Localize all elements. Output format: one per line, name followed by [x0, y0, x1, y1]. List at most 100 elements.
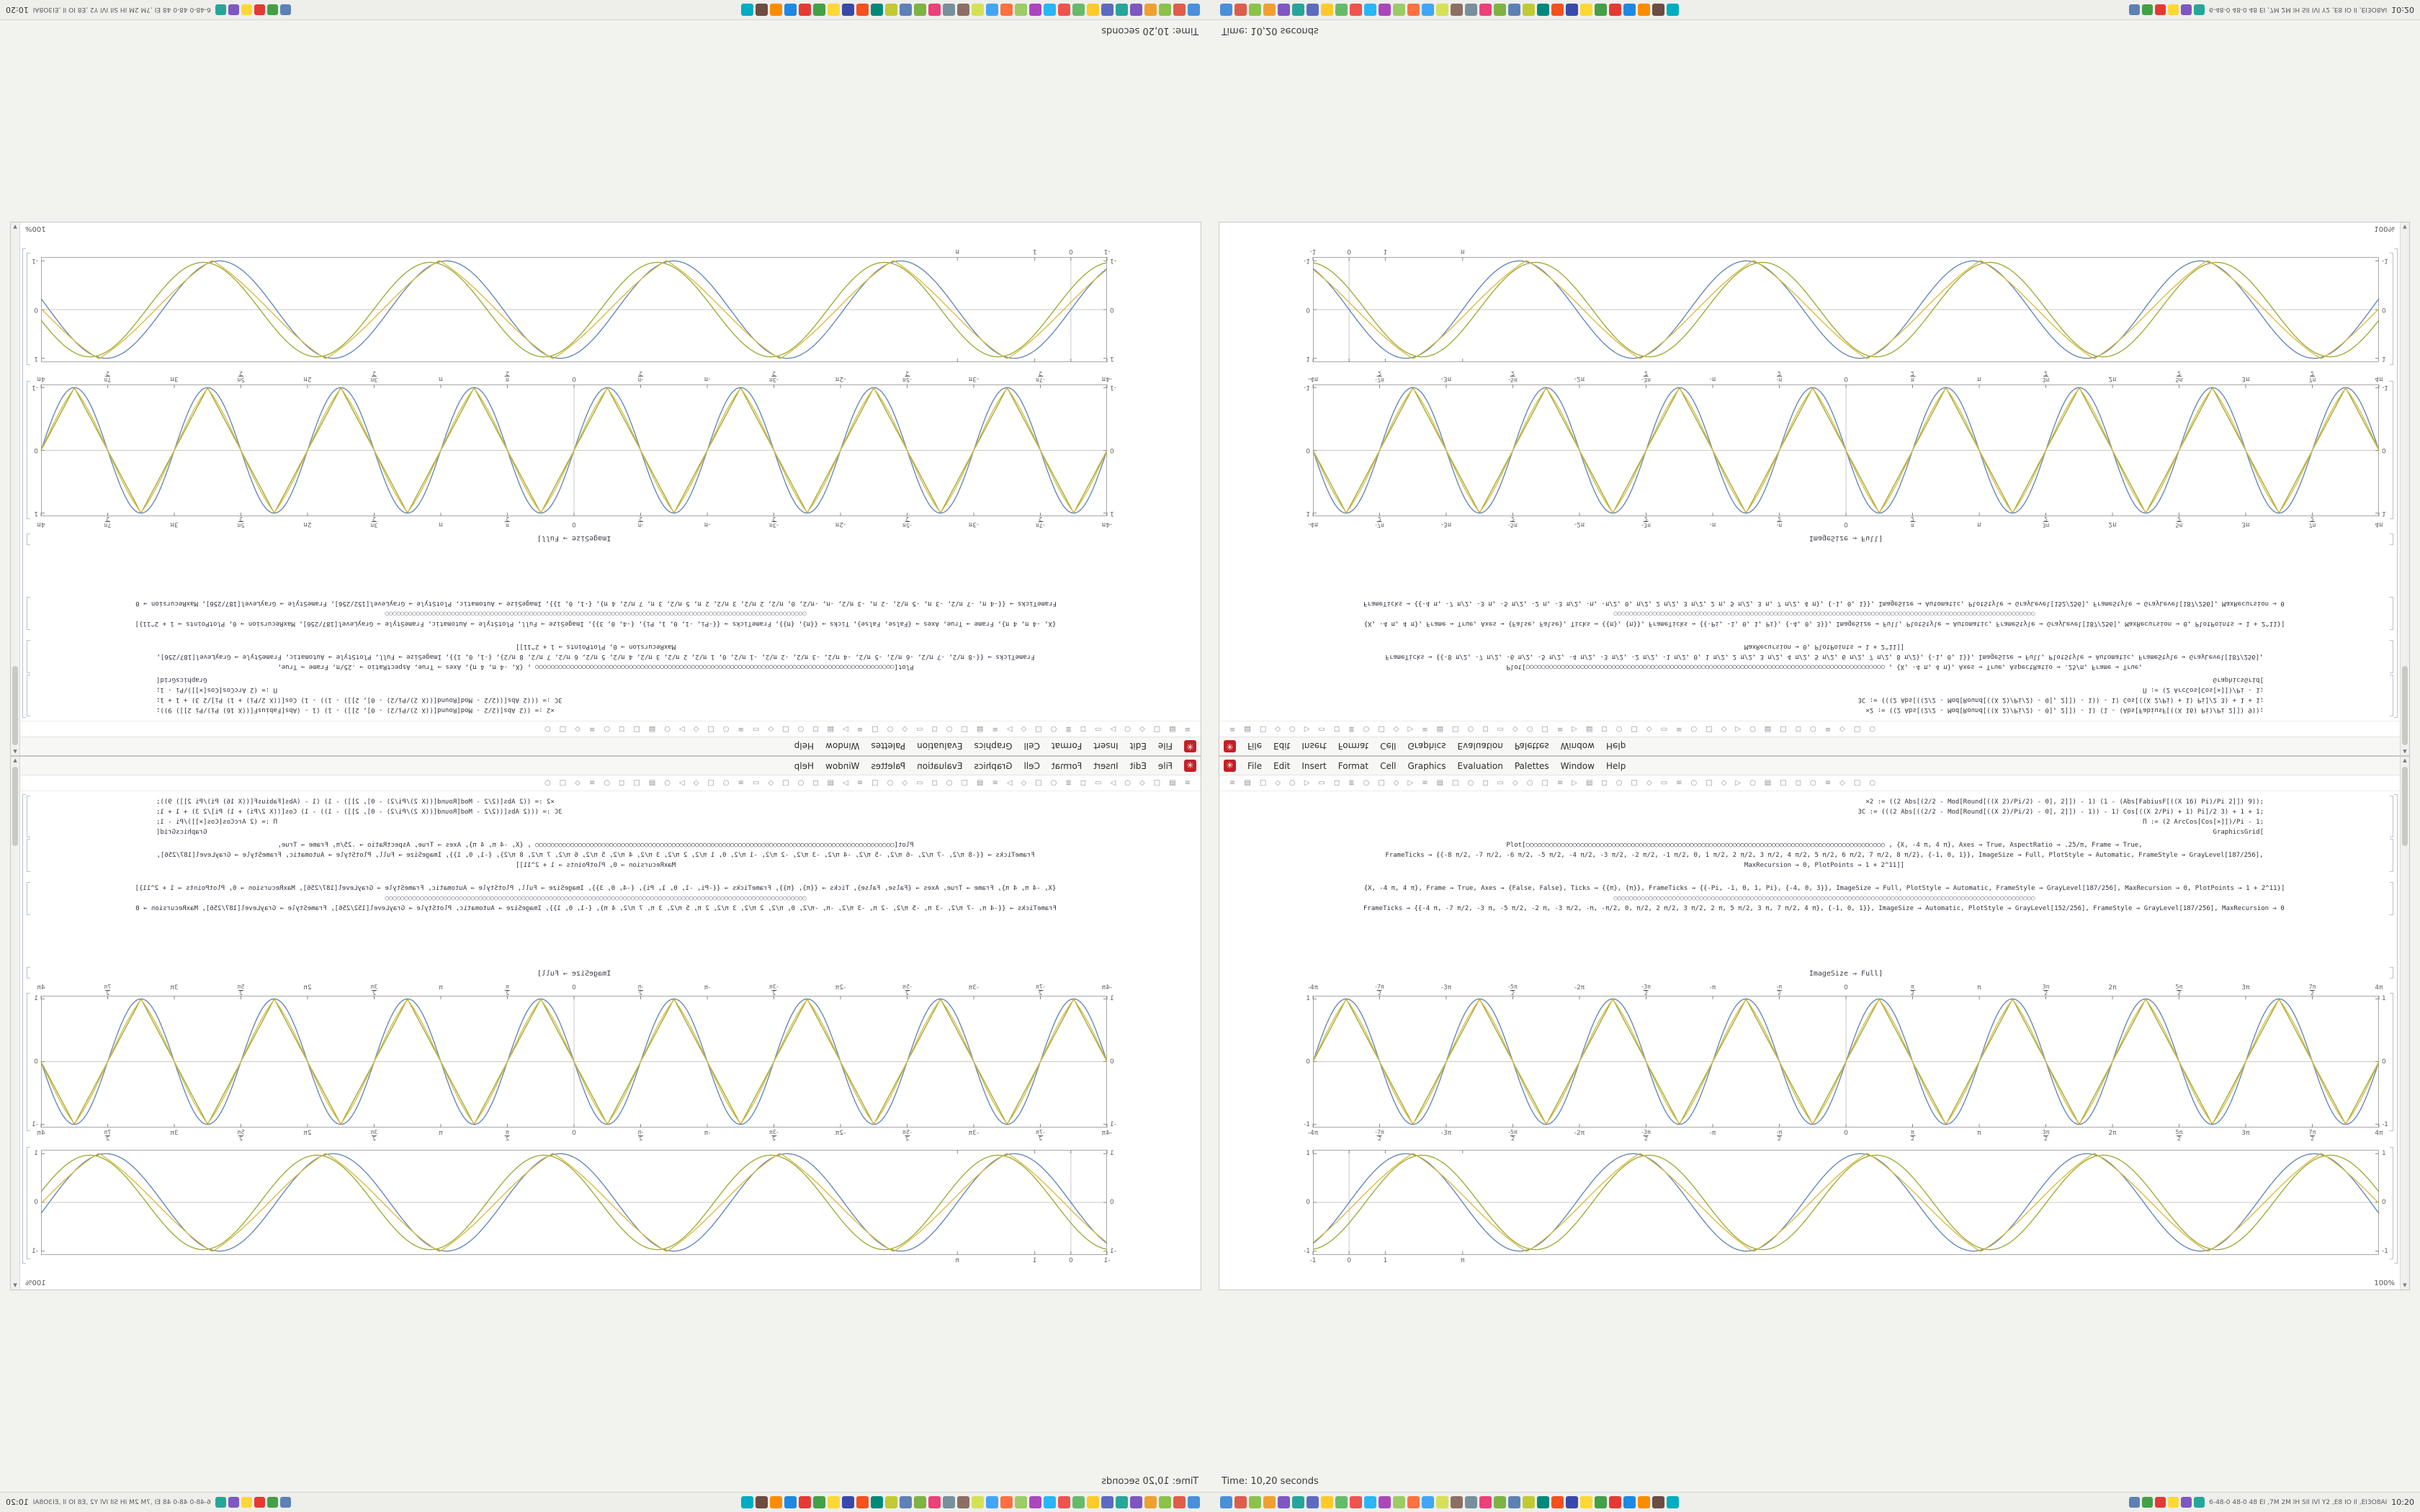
tray-icon-1[interactable] [266, 4, 278, 15]
toolbar-button-icon-29[interactable]: ▭ [752, 778, 760, 787]
toolbar-button-icon-34[interactable]: ▷ [678, 778, 685, 787]
taskbar-app-icon-7[interactable] [1087, 1496, 1099, 1508]
cell-bracket-plot-a[interactable] [27, 381, 30, 519]
toolbar-button-icon-15[interactable]: □ [961, 725, 968, 734]
tray-icon-2[interactable] [254, 1497, 265, 1508]
taskbar-app-icon-3[interactable] [1144, 4, 1157, 16]
scrollbar-thumb[interactable] [12, 767, 18, 846]
taskbar-app-icon-19[interactable] [1494, 1496, 1506, 1508]
cell-bracket-code3[interactable] [2390, 882, 2393, 915]
toolbar-button-icon-23[interactable]: ▷ [1572, 725, 1577, 734]
taskbar-app-icon-9[interactable] [1350, 1496, 1362, 1508]
toolbar-button-icon-34[interactable]: ▷ [678, 725, 685, 734]
toolbar-button-icon-30[interactable]: ≡ [1676, 725, 1682, 734]
tray-icon-5[interactable] [215, 4, 226, 15]
tray-icon-1[interactable] [266, 1497, 278, 1508]
toolbar-button-icon-19[interactable]: ◇ [902, 778, 908, 787]
toolbar-button-icon-12[interactable]: ▷ [1006, 725, 1013, 734]
toolbar-button-icon-38[interactable]: ◻ [1795, 725, 1802, 734]
vertical-scrollbar[interactable]: ▲ ▼ [2400, 222, 2409, 755]
toolbar-button-icon-6[interactable]: ▭ [1095, 778, 1102, 787]
toolbar-button-icon-21[interactable]: □ [871, 778, 879, 787]
taskbar-app-icon-30[interactable] [756, 4, 768, 16]
toolbar-button-icon-14[interactable]: ▤ [976, 778, 984, 787]
toolbar-button-icon-37[interactable]: □ [1780, 778, 1787, 787]
toolbar-button-icon-9[interactable]: ○ [1363, 725, 1370, 734]
code-cell-plot-2[interactable]: {X, -4 π, 4 π}, Frame → True, Axes → {Fa… [1363, 883, 2285, 914]
zoom-level-badge[interactable]: 100% [2374, 225, 2395, 233]
taskbar-app-icon-17[interactable] [1465, 4, 1477, 16]
toolbar-button-icon-7[interactable]: ◻ [1333, 778, 1340, 787]
menu-item-evaluation[interactable]: Evaluation [917, 741, 963, 752]
cell-bracket-code2[interactable] [27, 640, 30, 673]
taskbar-app-icon-13[interactable] [1000, 4, 1013, 16]
scroll-up-arrow-icon[interactable]: ▲ [13, 757, 17, 763]
toolbar-button-icon-20[interactable]: ○ [887, 778, 894, 787]
mathematica-spikey-icon[interactable]: ✳ [1184, 760, 1196, 772]
toolbar-button-icon-1[interactable]: ▤ [1244, 778, 1251, 787]
toolbar-button-icon-9[interactable]: ○ [1050, 725, 1057, 734]
cell-bracket-code2[interactable] [2390, 640, 2393, 673]
vertical-scrollbar[interactable]: ▲ ▼ [11, 757, 20, 1290]
toolbar-button-icon-33[interactable]: ◇ [1721, 778, 1727, 787]
taskbar-app-icon-18[interactable] [928, 4, 941, 16]
toolbar-button-icon-1[interactable]: ▤ [1169, 725, 1176, 734]
toolbar-button-icon-11[interactable]: ◇ [1393, 725, 1399, 734]
toolbar-button-icon-39[interactable]: ○ [1810, 725, 1816, 734]
toolbar-button-icon-7[interactable]: ◻ [1080, 725, 1087, 734]
taskbar-app-icon-25[interactable] [828, 1496, 840, 1508]
toolbar-button-icon-5[interactable]: ▷ [1304, 778, 1310, 787]
taskbar-app-icon-17[interactable] [943, 1496, 955, 1508]
toolbar-button-icon-43[interactable]: ○ [1869, 725, 1876, 734]
taskbar-app-icon-14[interactable] [986, 1496, 998, 1508]
toolbar-button-icon-12[interactable]: ▷ [1006, 778, 1013, 787]
taskbar-app-icon-21[interactable] [885, 4, 897, 16]
toolbar-button-icon-16[interactable]: ○ [946, 725, 953, 734]
toolbar-button-icon-29[interactable]: ▭ [1660, 725, 1668, 734]
toolbar-button-icon-9[interactable]: ○ [1050, 778, 1057, 787]
toolbar-button-icon-27[interactable]: □ [1631, 725, 1638, 734]
toolbar-button-icon-33[interactable]: ◇ [693, 725, 699, 734]
taskbar-app-icon-10[interactable] [1044, 1496, 1056, 1508]
menu-item-format[interactable]: Format [1337, 760, 1369, 771]
toolbar-button-icon-14[interactable]: ▤ [976, 725, 984, 734]
vertical-scrollbar[interactable]: ▲ ▼ [11, 222, 20, 755]
taskbar-app-icon-11[interactable] [1379, 4, 1391, 16]
menu-item-window[interactable]: Window [1560, 760, 1595, 771]
scroll-down-arrow-icon[interactable]: ▼ [2403, 224, 2407, 230]
toolbar-button-icon-16[interactable]: ○ [1467, 778, 1474, 787]
taskbar-app-icon-0[interactable] [1220, 1496, 1232, 1508]
toolbar-button-icon-42[interactable]: □ [1853, 778, 1861, 787]
toolbar-button-icon-9[interactable]: ○ [1363, 778, 1370, 787]
menu-item-file[interactable]: File [1247, 760, 1263, 771]
tray-icon-5[interactable] [2194, 4, 2205, 15]
taskbar-app-icon-28[interactable] [1623, 4, 1636, 16]
toolbar-button-icon-24[interactable]: ▤ [827, 778, 835, 787]
scroll-down-arrow-icon[interactable]: ▼ [2403, 1282, 2407, 1288]
toolbar-button-icon-18[interactable]: ▭ [1497, 778, 1504, 787]
taskbar-app-icon-6[interactable] [1101, 1496, 1113, 1508]
taskbar-app-icon-18[interactable] [1479, 1496, 1492, 1508]
tray-icon-3[interactable] [241, 1497, 252, 1508]
taskbar-app-icon-8[interactable] [1072, 1496, 1085, 1508]
taskbar-app-icon-28[interactable] [784, 4, 797, 16]
taskbar-app-icon-23[interactable] [1551, 4, 1564, 16]
taskbar-app-icon-26[interactable] [1595, 4, 1607, 16]
toolbar-button-icon-32[interactable]: □ [1706, 778, 1713, 787]
toolbar-button-icon-26[interactable]: ○ [797, 725, 805, 734]
taskbar-app-icon-10[interactable] [1044, 4, 1056, 16]
taskbar-app-icon-22[interactable] [1537, 4, 1549, 16]
cell-bracket-code1[interactable] [2390, 675, 2393, 716]
taskbar-app-icon-14[interactable] [1422, 4, 1434, 16]
taskbar-app-icon-22[interactable] [871, 1496, 883, 1508]
menu-item-insert[interactable]: Insert [1301, 760, 1327, 771]
toolbar-button-icon-14[interactable]: ▤ [1436, 725, 1444, 734]
toolbar-button-icon-39[interactable]: ○ [604, 725, 610, 734]
taskbar-app-icon-3[interactable] [1263, 1496, 1276, 1508]
toolbar-button-icon-38[interactable]: ◻ [618, 778, 625, 787]
toolbar-button-icon-5[interactable]: ▷ [1110, 725, 1116, 734]
toolbar-button-icon-25[interactable]: ◻ [1601, 725, 1608, 734]
taskbar-app-icon-20[interactable] [1508, 4, 1520, 16]
taskbar-app-icon-7[interactable] [1087, 4, 1099, 16]
toolbar-button-icon-8[interactable]: ≣ [1348, 725, 1355, 734]
